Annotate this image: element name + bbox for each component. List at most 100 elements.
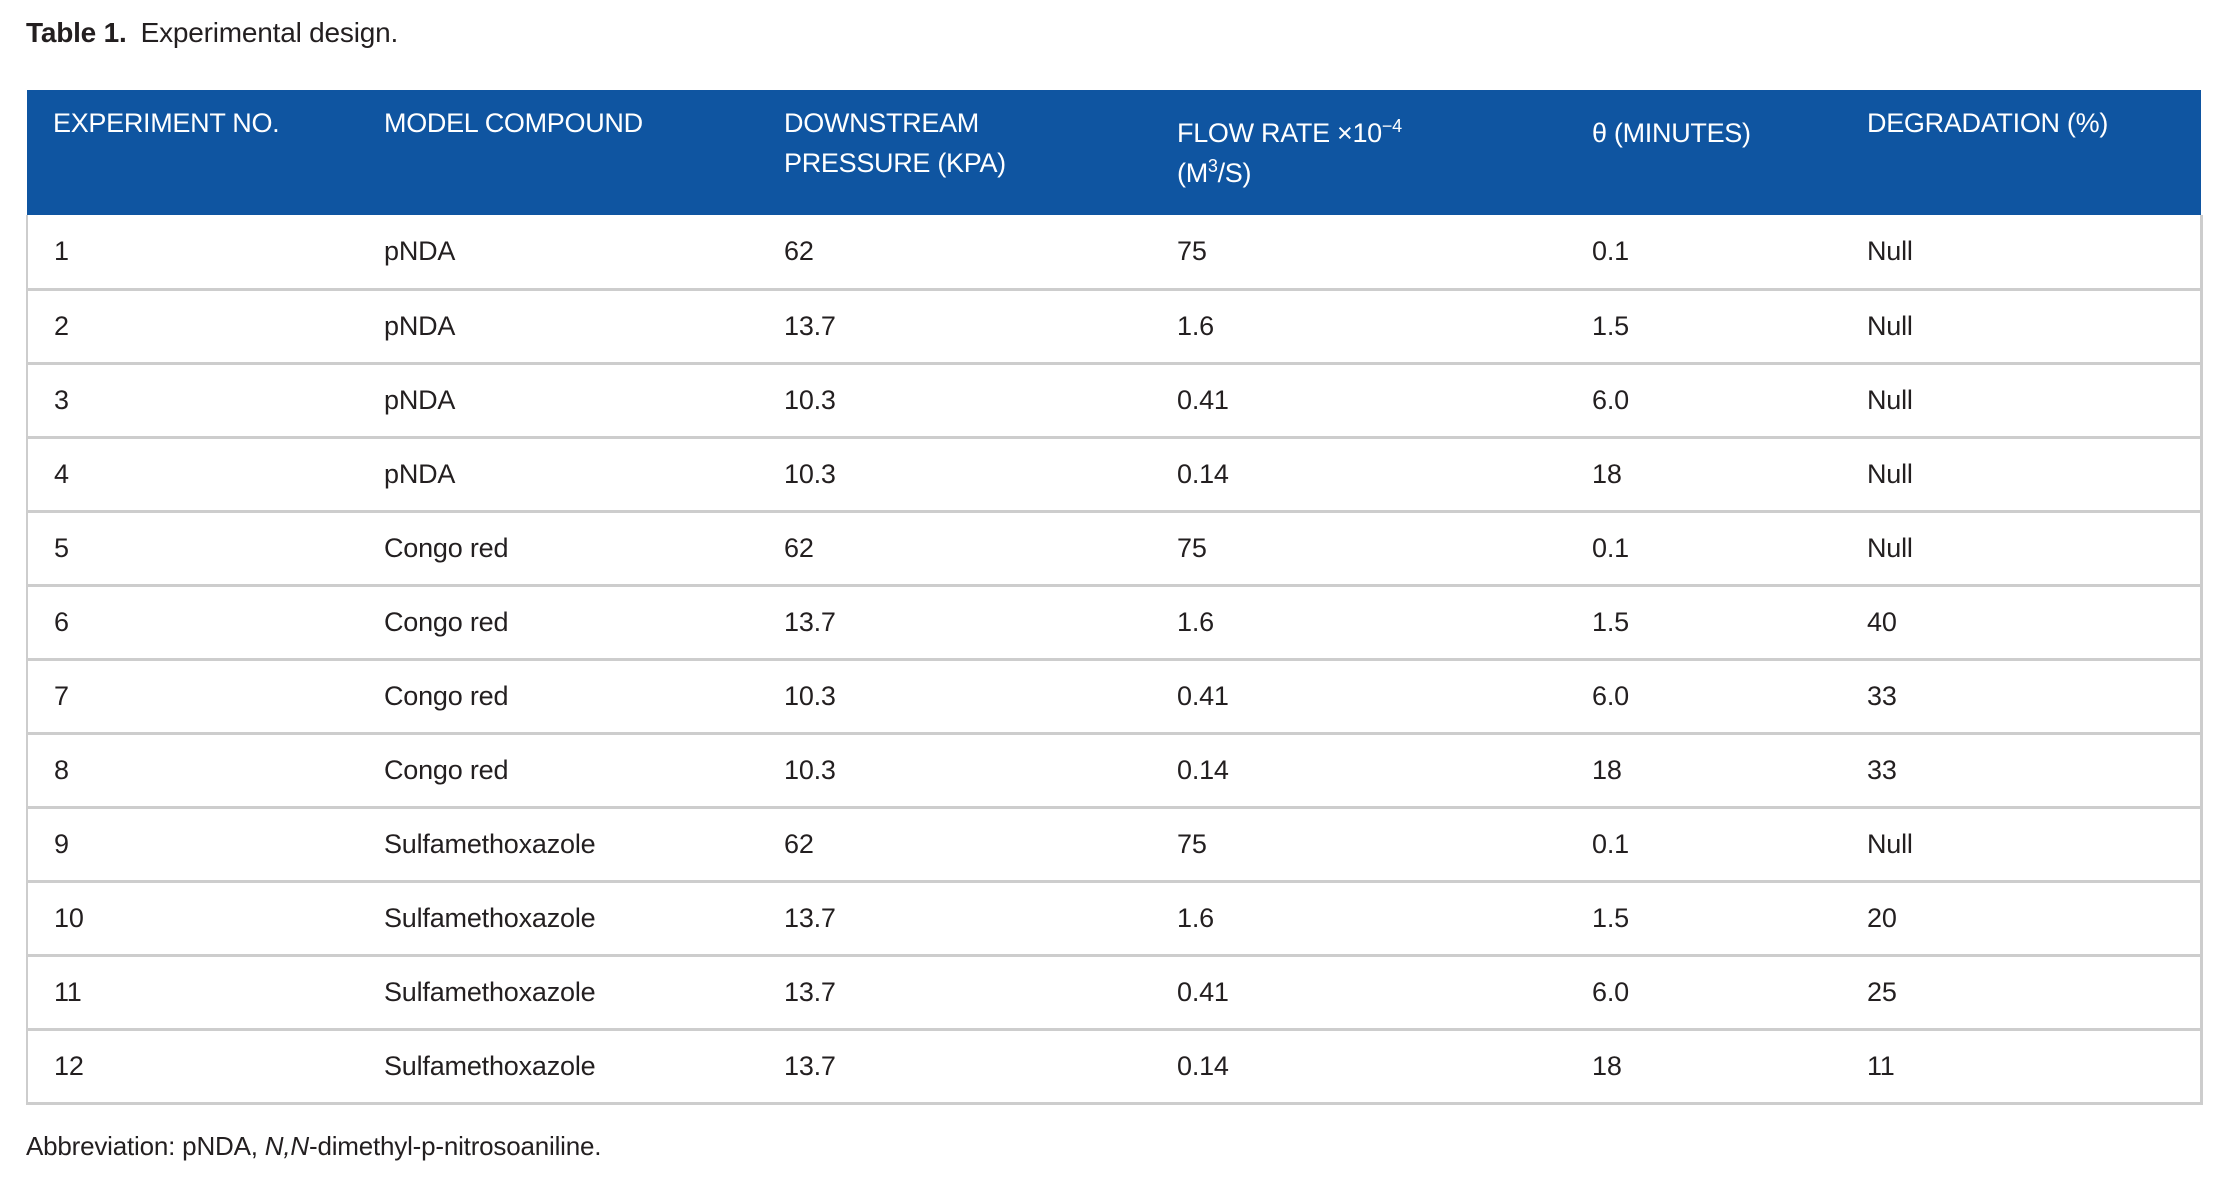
cell-degradation-percent: Null: [1841, 215, 2203, 289]
cell-downstream-pressure: 10.3: [758, 657, 1151, 733]
superscript-text: 3: [1207, 156, 1218, 176]
column-header-flow-rate: FLOW RATE ×10−4 (M3/S): [1151, 90, 1566, 215]
text-segment: DOWNSTREAM: [784, 108, 979, 138]
cell-downstream-pressure: 13.7: [758, 879, 1151, 955]
table-row: 11 Sulfamethoxazole 13.7 0.41 6.0 25: [26, 953, 2203, 1029]
cell-flow-rate: 1.6: [1151, 583, 1566, 659]
cell-degradation-percent: Null: [1841, 287, 2203, 363]
table-row: 8 Congo red 10.3 0.14 18 33: [26, 731, 2203, 807]
table-caption: Table 1. Experimental design.: [26, 16, 2200, 50]
column-header-degradation-percent: DEGRADATION (%): [1841, 90, 2201, 215]
superscript-text: −4: [1381, 116, 1402, 136]
column-header-line: (M3/S): [1177, 153, 1556, 193]
cell-downstream-pressure: 13.7: [758, 1027, 1151, 1105]
text-segment: θ (MINUTES): [1592, 118, 1751, 148]
text-segment: Abbreviation: pNDA,: [26, 1130, 265, 1161]
cell-experiment-no: 9: [26, 805, 358, 881]
table-caption-text: Experimental design.: [140, 17, 399, 48]
cell-experiment-no: 3: [26, 361, 358, 437]
cell-model-compound: Congo red: [358, 731, 758, 807]
column-header-line: DEGRADATION (%): [1867, 103, 2191, 143]
cell-theta-minutes: 6.0: [1566, 657, 1841, 733]
text-segment: PRESSURE (KPA): [784, 148, 1006, 178]
table-row: 1 pNDA 62 75 0.1 Null: [26, 215, 2203, 289]
cell-model-compound: pNDA: [358, 287, 758, 363]
text-segment: EXPERIMENT NO.: [53, 108, 280, 138]
column-header-experiment-no: EXPERIMENT NO.: [27, 90, 358, 215]
cell-experiment-no: 4: [26, 435, 358, 511]
cell-theta-minutes: 0.1: [1566, 509, 1841, 585]
table-row: 7 Congo red 10.3 0.41 6.0 33: [26, 657, 2203, 733]
cell-theta-minutes: 18: [1566, 731, 1841, 807]
cell-downstream-pressure: 13.7: [758, 583, 1151, 659]
cell-degradation-percent: 40: [1841, 583, 2203, 659]
cell-theta-minutes: 6.0: [1566, 953, 1841, 1029]
cell-model-compound: Sulfamethoxazole: [358, 953, 758, 1029]
cell-downstream-pressure: 13.7: [758, 287, 1151, 363]
cell-degradation-percent: 25: [1841, 953, 2203, 1029]
column-header-line: DOWNSTREAM: [784, 103, 1141, 143]
cell-theta-minutes: 1.5: [1566, 879, 1841, 955]
text-segment: DEGRADATION (%): [1867, 108, 2109, 138]
text-segment: /S): [1217, 158, 1252, 188]
text-segment: -dimethyl-p-nitrosoaniline.: [308, 1130, 602, 1161]
cell-model-compound: Sulfamethoxazole: [358, 879, 758, 955]
text-segment: FLOW RATE ×10: [1177, 118, 1382, 148]
column-header-line: FLOW RATE ×10−4: [1177, 113, 1556, 153]
cell-model-compound: Sulfamethoxazole: [358, 1027, 758, 1105]
cell-theta-minutes: 18: [1566, 1027, 1841, 1105]
table-header-row: EXPERIMENT NO. MODEL COMPOUND DOWNSTREAM PR…: [27, 90, 2201, 215]
cell-model-compound: Congo red: [358, 583, 758, 659]
cell-flow-rate: 75: [1151, 215, 1566, 289]
cell-degradation-percent: Null: [1841, 805, 2203, 881]
table-header: EXPERIMENT NO. MODEL COMPOUND DOWNSTREAM PR…: [27, 90, 2201, 215]
cell-experiment-no: 2: [26, 287, 358, 363]
cell-flow-rate: 1.6: [1151, 879, 1566, 955]
cell-experiment-no: 8: [26, 731, 358, 807]
column-header-theta-minutes: θ (MINUTES): [1566, 90, 1841, 215]
cell-degradation-percent: 33: [1841, 731, 2203, 807]
column-header-line: θ (MINUTES): [1592, 113, 1831, 153]
cell-experiment-no: 11: [26, 953, 358, 1029]
cell-theta-minutes: 1.5: [1566, 287, 1841, 363]
table-body: 1 pNDA 62 75 0.1 Null 2 pNDA 13.7 1.6 1.5 Null 3 pNDA…: [26, 215, 2203, 1105]
cell-theta-minutes: 18: [1566, 435, 1841, 511]
cell-downstream-pressure: 10.3: [758, 435, 1151, 511]
text-segment: N,N: [264, 1130, 309, 1161]
cell-model-compound: Congo red: [358, 509, 758, 585]
cell-degradation-percent: 33: [1841, 657, 2203, 733]
table-row: 6 Congo red 13.7 1.6 1.5 40: [26, 583, 2203, 659]
cell-model-compound: Sulfamethoxazole: [358, 805, 758, 881]
cell-downstream-pressure: 62: [758, 215, 1151, 289]
text-segment: (M: [1177, 158, 1208, 188]
cell-model-compound: pNDA: [358, 215, 758, 289]
cell-flow-rate: 0.14: [1151, 731, 1566, 807]
cell-downstream-pressure: 62: [758, 805, 1151, 881]
cell-theta-minutes: 0.1: [1566, 805, 1841, 881]
cell-experiment-no: 1: [26, 215, 358, 289]
cell-flow-rate: 0.41: [1151, 657, 1566, 733]
cell-theta-minutes: 1.5: [1566, 583, 1841, 659]
cell-flow-rate: 0.41: [1151, 953, 1566, 1029]
cell-experiment-no: 12: [26, 1027, 358, 1105]
cell-degradation-percent: Null: [1841, 509, 2203, 585]
cell-experiment-no: 10: [26, 879, 358, 955]
experimental-design-table: EXPERIMENT NO. MODEL COMPOUND DOWNSTREAM PR…: [26, 90, 2203, 1105]
cell-degradation-percent: 11: [1841, 1027, 2203, 1105]
cell-degradation-percent: Null: [1841, 361, 2203, 437]
table-row: 5 Congo red 62 75 0.1 Null: [26, 509, 2203, 585]
column-header-line: MODEL COMPOUND: [384, 103, 748, 143]
cell-downstream-pressure: 10.3: [758, 361, 1151, 437]
cell-flow-rate: 0.14: [1151, 1027, 1566, 1105]
cell-flow-rate: 75: [1151, 805, 1566, 881]
cell-experiment-no: 7: [26, 657, 358, 733]
table-row: 3 pNDA 10.3 0.41 6.0 Null: [26, 361, 2203, 437]
column-header-model-compound: MODEL COMPOUND: [358, 90, 758, 215]
cell-degradation-percent: Null: [1841, 435, 2203, 511]
column-header-line: PRESSURE (KPA): [784, 143, 1141, 183]
cell-theta-minutes: 0.1: [1566, 215, 1841, 289]
cell-model-compound: pNDA: [358, 361, 758, 437]
table-row: 2 pNDA 13.7 1.6 1.5 Null: [26, 287, 2203, 363]
cell-flow-rate: 0.41: [1151, 361, 1566, 437]
